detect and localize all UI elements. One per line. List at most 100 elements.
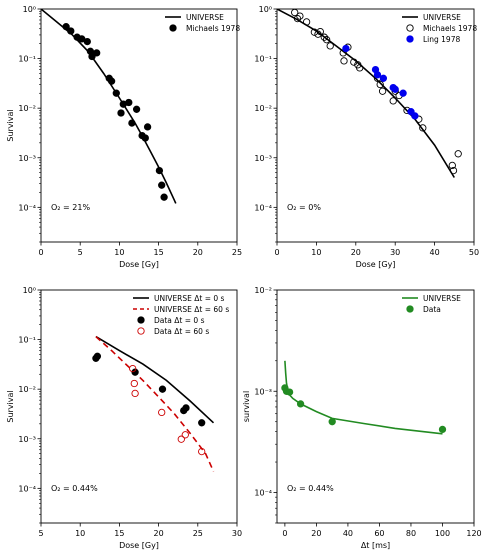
legend-label: UNIVERSE Δt = 0 s <box>154 294 225 303</box>
x-tick-label: 20 <box>351 248 361 257</box>
y-tick-label: 10⁻¹ <box>254 55 272 64</box>
data-point <box>373 71 382 79</box>
series-line <box>95 336 215 472</box>
legend-label: UNIVERSE <box>423 13 461 22</box>
y-axis-label: Survival <box>6 390 15 422</box>
legend-label: UNIVERSE <box>423 294 461 303</box>
legend-marker-swatch <box>137 316 145 324</box>
data-point <box>328 418 336 426</box>
data-point <box>316 27 324 36</box>
data-point <box>438 425 447 434</box>
oxygen-annotation: O₂ = 0% <box>287 203 321 212</box>
legend-entry: UNIVERSE <box>165 13 224 22</box>
x-tick-label: 30 <box>390 248 400 257</box>
panel-top-left: 0 5 10 15 20 25 10⁰ 10⁻¹ 10⁻² 10⁻³ 10⁻⁴ Dose [Gy] Su… <box>6 5 242 269</box>
data-point <box>342 44 350 53</box>
x-tick-label: 5 <box>38 529 43 538</box>
y-tick-label: 10⁻⁴ <box>18 484 36 493</box>
data-point <box>449 166 458 175</box>
data-point <box>155 166 164 175</box>
oxygen-annotation: O₂ = 21% <box>51 203 90 212</box>
data-point <box>141 134 149 142</box>
legend-label: Michaels 1978 <box>186 24 240 33</box>
data-point <box>448 161 456 170</box>
x-tick-label: 40 <box>343 529 353 538</box>
data-point <box>340 57 348 65</box>
data-point <box>322 36 331 44</box>
data-point <box>399 89 407 97</box>
y-axis-label: Survival <box>6 109 15 141</box>
data-point <box>376 80 384 89</box>
y-tick-label: 10⁻² <box>254 286 272 295</box>
data-point <box>182 404 190 412</box>
y-tick-label: 10⁻³ <box>18 435 36 444</box>
y-tick-label: 10⁻¹ <box>18 336 36 345</box>
legend-marker-swatch <box>406 24 414 32</box>
y-tick-label: 10⁻¹ <box>18 55 36 64</box>
data-point <box>198 419 206 427</box>
data-point <box>411 112 419 120</box>
data-point <box>158 181 166 189</box>
plot-area <box>277 9 462 178</box>
data-point <box>389 97 397 105</box>
data-point <box>128 119 136 127</box>
x-axis-label: Dose [Gy] <box>356 260 396 269</box>
panel-bottom-right: 0 20 40 60 80 100 120 10⁻² 10⁻³ 10⁻⁴ Δt [ms] surviv… <box>242 286 482 550</box>
legend-entry: UNIVERSE <box>402 294 461 303</box>
data-point <box>391 85 399 93</box>
series-line <box>284 360 443 435</box>
axes-frame <box>276 8 475 243</box>
y-tick-label: 10⁻⁴ <box>18 203 36 212</box>
legend-label: Data Δt = 60 s <box>154 327 209 336</box>
legend-label: UNIVERSE <box>186 13 224 22</box>
data-point <box>356 64 364 72</box>
legend-label: Michaels 1978 <box>423 24 477 33</box>
x-tick-label: 20 <box>154 529 164 538</box>
data-point <box>93 49 101 57</box>
data-point <box>320 33 328 41</box>
axes-frame <box>276 289 475 524</box>
legend-entry: Data Δt = 0 s <box>137 316 205 325</box>
legend-entry: UNIVERSE <box>402 13 461 22</box>
data-point <box>131 389 139 398</box>
legend-label: Data Δt = 0 s <box>154 316 205 325</box>
x-tick-label: 15 <box>114 529 124 538</box>
data-point <box>117 109 125 117</box>
data-point <box>129 364 137 373</box>
x-axis-label: Dose [Gy] <box>119 541 159 550</box>
data-point <box>326 42 334 50</box>
data-point <box>314 30 322 38</box>
data-point <box>296 12 304 20</box>
panel-top-right: 0 10 20 30 40 50 10⁰ 10⁻¹ 10⁻² 10⁻³ 10⁻⁴ Dose [Gy] O… <box>254 5 479 269</box>
y-tick-label: 10⁻² <box>18 104 36 113</box>
axes-frame <box>40 8 238 243</box>
y-tick-label: 10⁻³ <box>254 154 272 163</box>
legend-label: UNIVERSE Δt = 60 s <box>154 305 229 314</box>
legend-label: Ling 1978 <box>423 35 460 44</box>
y-tick-label: 10⁻² <box>254 104 272 113</box>
y-tick-label: 10⁻³ <box>254 387 272 396</box>
data-point <box>107 77 116 85</box>
data-point <box>454 150 462 158</box>
y-axis-label: survival <box>242 391 251 422</box>
legend-label: Data <box>423 305 441 314</box>
data-point <box>285 388 294 396</box>
data-point <box>143 123 152 131</box>
plot-area <box>92 335 215 472</box>
data-point <box>302 18 311 26</box>
data-point <box>296 400 305 408</box>
legend-entry: Data Δt = 60 s <box>137 327 209 336</box>
data-point <box>158 408 166 417</box>
x-tick-label: 10 <box>75 529 85 538</box>
data-point <box>130 379 138 388</box>
x-tick-label: 0 <box>274 248 279 257</box>
data-point <box>293 14 302 23</box>
data-point <box>125 98 133 107</box>
data-point <box>132 105 141 113</box>
data-point <box>310 28 319 36</box>
data-point <box>181 431 189 439</box>
x-tick-label: 0 <box>38 248 43 257</box>
legend-marker-swatch <box>169 24 177 32</box>
y-tick-label: 10⁻⁴ <box>254 203 272 212</box>
